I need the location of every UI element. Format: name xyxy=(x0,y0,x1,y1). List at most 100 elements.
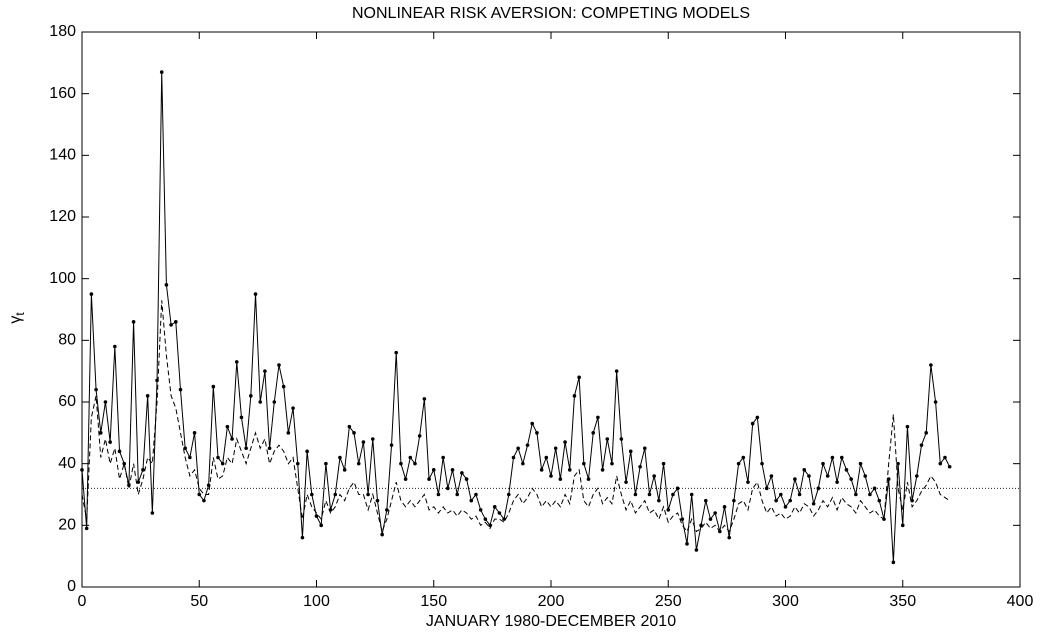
point xyxy=(98,431,103,435)
point xyxy=(661,461,666,466)
point xyxy=(197,492,202,497)
point xyxy=(469,498,474,503)
point xyxy=(947,464,952,469)
point xyxy=(708,517,713,521)
point xyxy=(431,468,436,472)
point xyxy=(802,468,807,472)
point xyxy=(905,424,910,429)
point xyxy=(497,511,502,515)
point xyxy=(216,455,220,460)
y-tick-label: 40 xyxy=(58,455,76,472)
point xyxy=(572,394,577,398)
point xyxy=(891,560,896,565)
point xyxy=(483,517,488,521)
x-tick-label: 300 xyxy=(772,593,799,610)
point xyxy=(586,477,591,481)
point xyxy=(281,384,286,389)
point xyxy=(868,492,872,497)
point xyxy=(614,369,619,373)
point xyxy=(300,535,305,540)
point xyxy=(675,486,680,491)
point xyxy=(558,477,563,481)
point xyxy=(450,468,455,472)
point xyxy=(464,477,469,481)
point xyxy=(596,415,600,420)
point xyxy=(858,461,863,466)
point xyxy=(825,474,830,478)
point xyxy=(764,486,769,491)
point xyxy=(394,350,399,355)
point xyxy=(821,461,825,466)
y-tick-label: 60 xyxy=(58,393,76,410)
point xyxy=(591,431,596,435)
point xyxy=(689,492,694,497)
point xyxy=(605,437,610,441)
point xyxy=(234,360,239,364)
point xyxy=(685,542,689,546)
point xyxy=(900,523,905,528)
point xyxy=(521,461,525,466)
point xyxy=(286,431,291,435)
point xyxy=(797,492,802,497)
point xyxy=(502,517,506,521)
x-tick-label: 250 xyxy=(655,593,682,610)
point xyxy=(839,455,844,460)
point xyxy=(769,474,774,478)
point xyxy=(732,498,736,503)
point xyxy=(159,70,164,74)
point xyxy=(896,461,900,466)
point xyxy=(385,508,389,512)
point xyxy=(938,461,943,466)
point xyxy=(915,474,919,478)
point xyxy=(553,446,558,451)
point xyxy=(89,292,94,296)
point xyxy=(84,526,89,531)
point xyxy=(530,421,535,426)
point xyxy=(253,292,258,296)
point xyxy=(506,492,511,497)
series-line xyxy=(81,300,950,534)
point xyxy=(647,492,652,497)
point xyxy=(807,474,811,478)
point xyxy=(460,471,464,475)
y-tick-label: 20 xyxy=(58,517,76,534)
point xyxy=(164,283,169,287)
point xyxy=(854,492,858,497)
point xyxy=(478,508,483,512)
point xyxy=(295,461,300,466)
point xyxy=(103,400,108,404)
point xyxy=(136,480,141,484)
point xyxy=(567,468,572,472)
point xyxy=(389,443,394,447)
point xyxy=(347,424,352,429)
point xyxy=(239,415,244,420)
point xyxy=(544,455,549,460)
point xyxy=(244,446,248,451)
point xyxy=(220,461,225,466)
point xyxy=(319,523,323,528)
point xyxy=(474,492,478,497)
point xyxy=(511,455,516,460)
point xyxy=(703,498,708,503)
point xyxy=(202,498,206,503)
point xyxy=(249,394,253,398)
point xyxy=(80,468,84,472)
point xyxy=(324,461,328,466)
point xyxy=(863,474,868,478)
point xyxy=(145,394,150,398)
point xyxy=(577,375,581,380)
point xyxy=(750,421,755,426)
point xyxy=(844,468,849,472)
point xyxy=(352,431,356,435)
point xyxy=(600,468,605,472)
point xyxy=(582,461,586,466)
point xyxy=(108,440,112,444)
point xyxy=(741,455,746,460)
point xyxy=(178,387,183,392)
point xyxy=(375,498,380,503)
point xyxy=(835,480,839,484)
point xyxy=(291,406,295,410)
point xyxy=(535,431,539,435)
x-axis-label: JANUARY 1980-DECEMBER 2010 xyxy=(426,613,676,630)
point xyxy=(417,434,422,438)
